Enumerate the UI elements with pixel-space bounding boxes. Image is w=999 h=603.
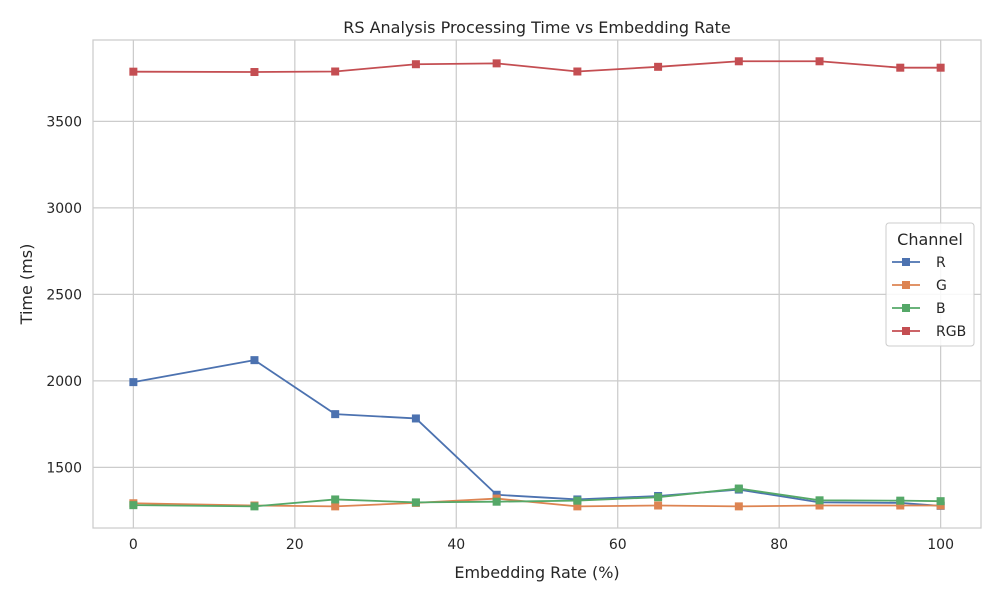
plot-frame	[92, 39, 982, 529]
data-point	[129, 378, 138, 387]
data-point	[129, 67, 138, 76]
legend-item-r: R	[892, 255, 946, 271]
data-point	[331, 495, 340, 504]
series-rgb	[129, 57, 945, 77]
data-point	[411, 60, 420, 69]
legend-swatch-marker	[902, 304, 910, 312]
data-point	[411, 498, 420, 507]
series-line	[133, 359, 941, 507]
data-point	[411, 414, 420, 423]
legend-item-g: G	[892, 278, 947, 294]
data-point	[250, 356, 259, 365]
x-tick-label: 20	[286, 537, 304, 553]
x-tick-label: 80	[770, 537, 788, 553]
data-point	[492, 59, 501, 68]
x-tick-label: 60	[609, 537, 627, 553]
data-point	[129, 501, 138, 510]
series-b	[129, 484, 945, 511]
legend-label: B	[936, 301, 946, 317]
chart-title: RS Analysis Processing Time vs Embedding…	[343, 18, 731, 37]
legend-label: R	[936, 255, 946, 271]
x-tick-label: 40	[447, 537, 465, 553]
data-point	[573, 502, 582, 511]
y-axis-label: Time (ms)	[17, 244, 36, 326]
data-point	[936, 501, 945, 510]
data-point	[250, 502, 259, 511]
data-point	[896, 501, 905, 510]
series-layer	[129, 57, 945, 511]
data-point	[492, 497, 501, 506]
legend-item-rgb: RGB	[892, 324, 966, 340]
y-tick-label: 3000	[46, 201, 82, 217]
data-point	[573, 67, 582, 76]
data-point	[331, 502, 340, 511]
series-r	[129, 356, 945, 510]
data-point	[734, 502, 743, 511]
legend-label: G	[936, 278, 947, 294]
data-point	[734, 57, 743, 66]
data-point	[573, 496, 582, 505]
tick-labels: 0 20 40 60 80 100 1500 2000 2500 3000 3500	[46, 114, 954, 553]
legend-swatch-marker	[902, 327, 910, 335]
x-tick-label: 0	[129, 537, 138, 553]
data-point	[331, 410, 340, 419]
y-tick-label: 2000	[46, 374, 82, 390]
data-point	[936, 497, 945, 506]
data-point	[654, 493, 663, 502]
data-point	[331, 67, 340, 76]
data-point	[896, 63, 905, 72]
data-point	[936, 63, 945, 72]
y-tick-label: 1500	[46, 460, 82, 476]
y-tick-label: 3500	[46, 114, 82, 130]
legend: Channel RGB RGB	[885, 222, 975, 347]
legend-swatch-marker	[902, 258, 910, 266]
data-point	[734, 484, 743, 493]
data-point	[896, 496, 905, 505]
x-tick-label: 100	[927, 537, 954, 553]
data-point	[815, 496, 824, 505]
y-tick-label: 2500	[46, 287, 82, 303]
legend-label: RGB	[936, 324, 966, 340]
legend-title: Channel	[897, 230, 963, 249]
legend-swatch-marker	[902, 281, 910, 289]
data-point	[815, 501, 824, 510]
grid	[93, 40, 981, 528]
data-point	[815, 57, 824, 66]
legend-item-b: B	[892, 301, 946, 317]
data-point	[250, 68, 259, 77]
legend-items: RGB RGB	[892, 255, 966, 340]
data-point	[654, 62, 663, 71]
legend-box	[885, 222, 975, 347]
data-point	[654, 501, 663, 510]
x-axis-label: Embedding Rate (%)	[454, 563, 619, 582]
